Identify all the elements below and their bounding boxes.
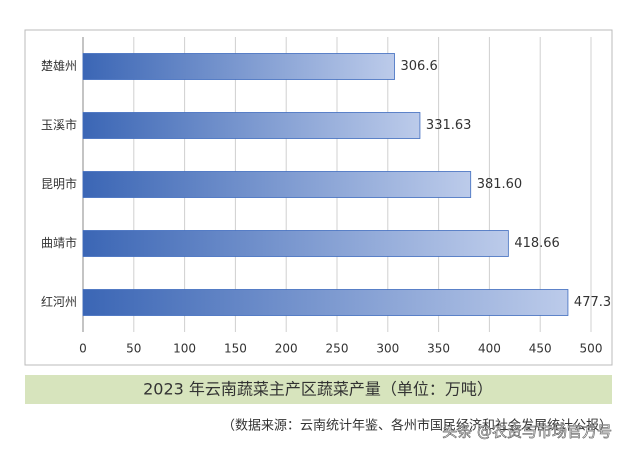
x-tick-label: 400 bbox=[478, 342, 501, 356]
x-tick-label: 300 bbox=[376, 342, 399, 356]
x-tick-label: 0 bbox=[79, 342, 87, 356]
bar bbox=[82, 289, 569, 316]
bar bbox=[82, 171, 472, 198]
x-tick-label: 350 bbox=[427, 342, 450, 356]
bar bbox=[82, 230, 509, 257]
data-label: 381.60 bbox=[477, 177, 522, 192]
watermark: 头条 @农资与市场官方号 bbox=[442, 423, 612, 441]
y-tick-label: 昆明市 bbox=[41, 176, 77, 191]
y-tick-label: 红河州 bbox=[41, 294, 77, 309]
x-tick-label: 500 bbox=[580, 342, 603, 356]
source-note: （数据来源：云南统计年鉴、各州市国民经济和社会发展统计公报） bbox=[222, 418, 612, 434]
data-label: 331.63 bbox=[426, 118, 472, 133]
bar bbox=[82, 53, 395, 80]
y-tick-label: 玉溪市 bbox=[41, 117, 77, 132]
x-tick-label: 50 bbox=[126, 342, 141, 356]
data-label: 418.66 bbox=[514, 236, 560, 251]
x-tick-label: 450 bbox=[529, 342, 552, 356]
x-tick-label: 100 bbox=[173, 342, 196, 356]
x-tick-label: 150 bbox=[224, 342, 247, 356]
chart-title: 2023 年云南蔬菜主产区蔬菜产量（单位：万吨） bbox=[143, 380, 493, 399]
data-label: 306.6 bbox=[401, 59, 438, 74]
y-tick-label: 曲靖市 bbox=[41, 235, 77, 250]
x-tick-label: 200 bbox=[275, 342, 298, 356]
data-label: 477.3 bbox=[574, 295, 611, 310]
x-tick-label: 250 bbox=[326, 342, 349, 356]
y-tick-label: 楚雄州 bbox=[41, 58, 77, 73]
bar bbox=[82, 112, 421, 139]
title-band bbox=[25, 375, 612, 404]
